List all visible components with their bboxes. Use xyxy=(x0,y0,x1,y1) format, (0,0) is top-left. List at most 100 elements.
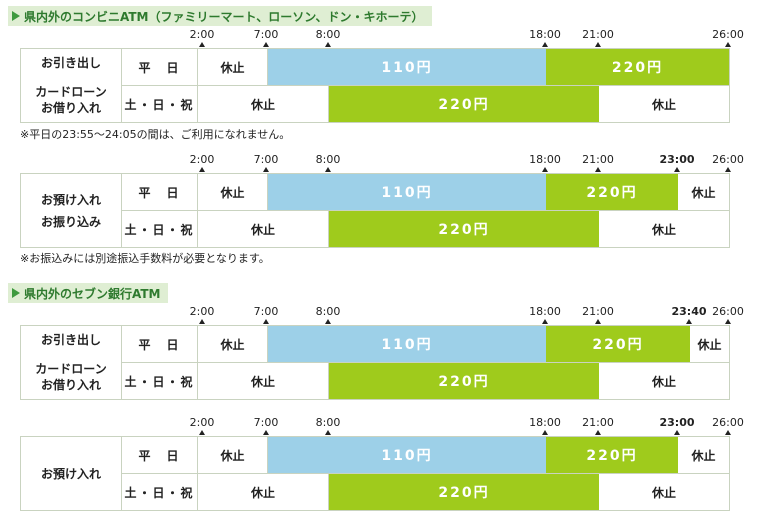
fee-segment-220: 220円 xyxy=(546,49,729,85)
day-label: 土・日・祝 xyxy=(122,86,198,122)
tick-mark xyxy=(542,167,548,172)
service-label-line: カードローン xyxy=(35,361,107,376)
closed-segment: 休止 xyxy=(198,437,268,473)
day-label: 平 日 xyxy=(122,326,198,362)
tick-label: 26:00 xyxy=(712,153,744,166)
day-label: 土・日・祝 xyxy=(122,363,198,399)
closed-segment: 休止 xyxy=(651,374,676,389)
fee-segment-220: 220円 xyxy=(329,211,599,247)
schedule-table-convenience-withdraw: お引き出し カードローン お借り入れ 平 日 休止 110円 220円 土・日・… xyxy=(20,48,730,123)
tick-label: 21:00 xyxy=(582,305,614,318)
tick-mark xyxy=(199,42,205,47)
tick-mark xyxy=(325,430,331,435)
tick-mark xyxy=(325,167,331,172)
tick-mark xyxy=(263,42,269,47)
timeline: 2:00 7:00 8:00 18:00 21:00 23:40 26:00 xyxy=(0,305,757,325)
service-label-line: お引き出し xyxy=(40,56,101,71)
fee-segment-110: 110円 xyxy=(268,49,546,85)
tick-mark xyxy=(199,167,205,172)
fee-segment-110: 110円 xyxy=(268,326,546,362)
tick-label: 7:00 xyxy=(253,305,279,318)
tick-mark xyxy=(263,167,269,172)
service-label: お預け入れ お振り込み xyxy=(21,174,122,247)
tick-mark xyxy=(595,42,601,47)
day-label: 平 日 xyxy=(122,174,198,210)
tick-mark xyxy=(595,167,601,172)
service-label-line: カードローン xyxy=(35,84,107,99)
note-text: ※お振込みには別途振込手数料が必要となります。 xyxy=(20,252,270,265)
closed-segment: 休止 xyxy=(691,185,716,200)
fee-segment-110: 110円 xyxy=(268,174,546,210)
tick-label: 8:00 xyxy=(315,305,341,318)
tick-label: 8:00 xyxy=(315,153,341,166)
tick-mark xyxy=(725,42,731,47)
closed-segment: 休止 xyxy=(198,49,268,85)
closed-segment: 休止 xyxy=(198,86,329,122)
service-label: お引き出し カードローン お借り入れ xyxy=(21,49,122,122)
fee-segment-220: 220円 xyxy=(546,326,690,362)
service-label-line: お借り入れ xyxy=(40,100,101,115)
closed-segment: 休止 xyxy=(691,448,716,463)
tick-label: 18:00 xyxy=(529,28,561,41)
tick-label: 8:00 xyxy=(315,416,341,429)
tick-mark xyxy=(674,167,680,172)
tick-label: 23:40 xyxy=(671,305,707,318)
service-label-line: お預け入れ xyxy=(40,466,101,481)
tick-mark xyxy=(263,319,269,324)
tick-mark xyxy=(674,430,680,435)
closed-segment: 休止 xyxy=(198,211,329,247)
closed-segment: 休止 xyxy=(198,474,329,510)
tick-label: 21:00 xyxy=(582,28,614,41)
tick-label: 21:00 xyxy=(582,153,614,166)
tick-label: 26:00 xyxy=(712,416,744,429)
tick-mark xyxy=(199,430,205,435)
timeline: 2:00 7:00 8:00 18:00 21:00 23:00 26:00 xyxy=(0,153,757,173)
fee-segment-220: 220円 xyxy=(546,174,678,210)
tick-mark xyxy=(325,319,331,324)
tick-mark xyxy=(595,319,601,324)
tick-mark xyxy=(325,42,331,47)
service-label-line: お借り入れ xyxy=(40,377,101,392)
service-label-line: お引き出し xyxy=(40,333,101,348)
closed-segment: 休止 xyxy=(651,485,676,500)
weekday-row: 平 日 休止 110円 220円 xyxy=(122,49,729,86)
tick-label: 7:00 xyxy=(253,28,279,41)
closed-segment: 休止 xyxy=(198,174,268,210)
day-label: 土・日・祝 xyxy=(122,211,198,247)
schedule-table-seven-withdraw: お引き出し カードローン お借り入れ 平 日 休止 110円 220円 休止 土… xyxy=(20,325,730,400)
fee-segment-110: 110円 xyxy=(268,437,546,473)
tick-label: 2:00 xyxy=(189,416,215,429)
weekend-row: 土・日・祝 休止 220円 休止 xyxy=(122,363,729,399)
tick-mark xyxy=(725,167,731,172)
tick-label: 23:00 xyxy=(659,416,695,429)
tick-mark xyxy=(542,430,548,435)
weekend-row: 土・日・祝 休止 220円 休止 xyxy=(122,474,729,510)
tick-mark xyxy=(686,319,692,324)
tick-label: 26:00 xyxy=(712,305,744,318)
triangle-icon xyxy=(12,288,20,298)
closed-segment: 休止 xyxy=(198,326,268,362)
triangle-icon xyxy=(12,11,20,21)
tick-label: 8:00 xyxy=(315,28,341,41)
tick-mark xyxy=(263,430,269,435)
tick-label: 7:00 xyxy=(253,153,279,166)
tick-mark xyxy=(542,42,548,47)
day-label: 土・日・祝 xyxy=(122,474,198,510)
weekend-row: 土・日・祝 休止 220円 休止 xyxy=(122,211,729,247)
fee-segment-220: 220円 xyxy=(329,474,599,510)
timeline: 2:00 7:00 8:00 18:00 21:00 26:00 xyxy=(0,28,757,48)
tick-label: 18:00 xyxy=(529,153,561,166)
fee-segment-220: 220円 xyxy=(329,86,599,122)
closed-segment: 休止 xyxy=(198,363,329,399)
note-text: ※平日の23:55～24:05の間は、ご利用になれません。 xyxy=(20,128,291,141)
section-title-text: 県内外のセブン銀行ATM xyxy=(24,286,161,301)
weekday-row: 平 日 休止 110円 220円 休止 xyxy=(122,437,729,474)
fee-segment-220: 220円 xyxy=(329,363,599,399)
schedule-table-seven-deposit: お預け入れ 平 日 休止 110円 220円 休止 土・日・祝 休止 220円 … xyxy=(20,436,730,511)
service-label-group: カードローン お借り入れ xyxy=(35,84,106,116)
service-label: お預け入れ xyxy=(21,437,122,510)
service-label-line: お預け入れ xyxy=(40,192,101,207)
timeline: 2:00 7:00 8:00 18:00 21:00 23:00 26:00 xyxy=(0,416,757,436)
closed-segment: 休止 xyxy=(697,337,722,352)
schedule-table-convenience-deposit: お預け入れ お振り込み 平 日 休止 110円 220円 休止 土・日・祝 休止… xyxy=(20,173,730,248)
